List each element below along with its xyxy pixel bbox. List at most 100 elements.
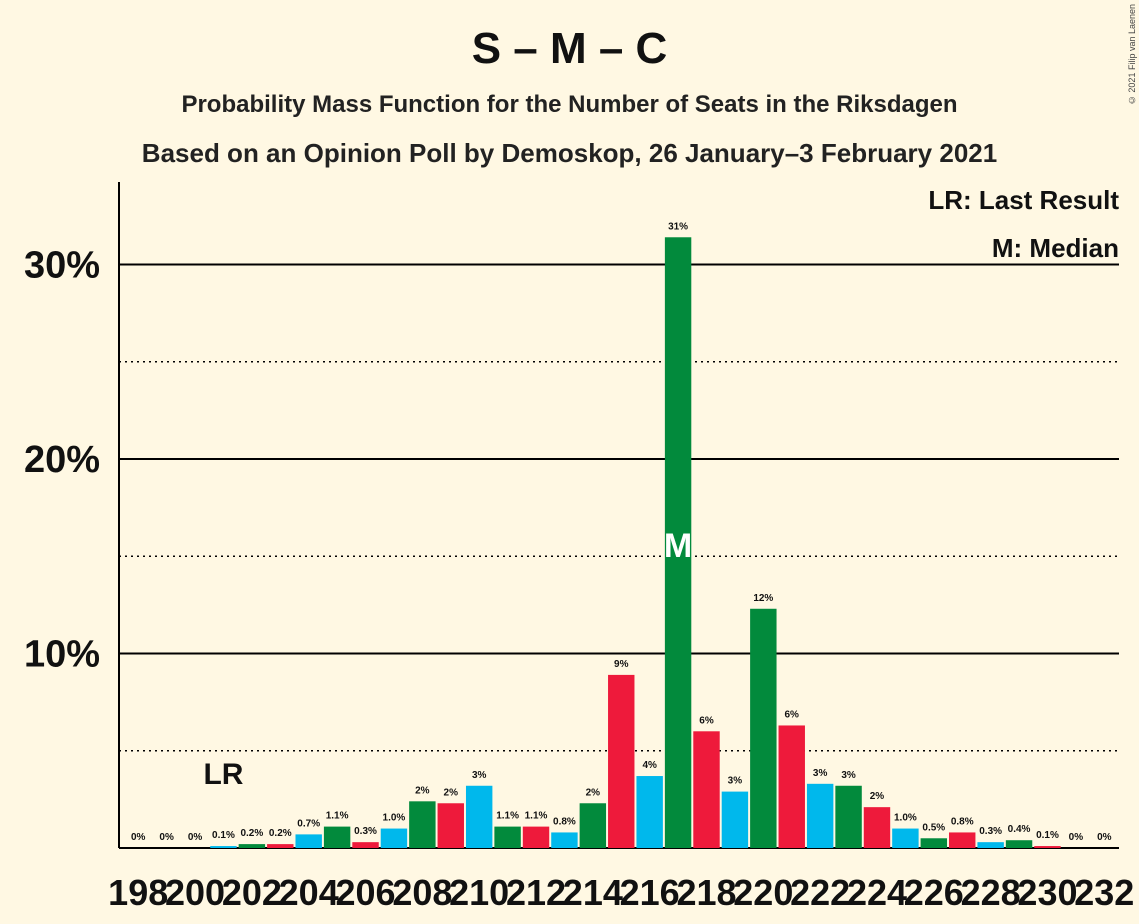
bar-seat-210: [465, 785, 493, 848]
last-result-marker: LR: [203, 758, 243, 791]
bar-value-label: 6%: [785, 709, 800, 720]
bar-value-label: 1.0%: [383, 813, 406, 824]
bar-value-label: 0.8%: [951, 816, 974, 827]
bar-value-label: 0.5%: [922, 822, 945, 833]
bar-value-labels: 0% 0% 0% 0.1% 0.2% 0.2% 0.7% 1.1% 0.3% 1.0% 2% 2% 3%…: [131, 221, 1112, 843]
bar-seat-221: [778, 725, 805, 848]
x-tick-label: 218: [676, 872, 736, 913]
bar-value-label: 2%: [415, 785, 430, 796]
bar-seat-213: [551, 832, 578, 848]
bar-seat-218: [693, 731, 720, 848]
bar-seat-222: [806, 783, 834, 848]
x-tick-label: 204: [279, 872, 339, 913]
bar-value-label: 12%: [753, 593, 773, 604]
bar-seat-212: [522, 826, 550, 848]
bar-value-label: 1.1%: [496, 811, 519, 822]
bar-seat-207: [380, 828, 408, 848]
x-tick-label: 226: [904, 872, 964, 913]
bar-value-label: 0.4%: [1008, 824, 1031, 835]
bar-value-label: 0.7%: [297, 818, 320, 829]
x-tick-label: 224: [847, 872, 907, 913]
bar-seat-226: [920, 838, 948, 848]
legend-last-result: LR: Last Result: [928, 185, 1119, 215]
bar-seat-211: [494, 826, 521, 848]
bar-value-label: 2%: [586, 787, 601, 798]
bar-value-label: 1.1%: [525, 811, 548, 822]
bar-value-label: 0%: [159, 832, 174, 843]
bar-value-label: 0%: [131, 832, 146, 843]
x-tick-label: 214: [563, 872, 623, 913]
x-tick-label: 206: [335, 872, 395, 913]
bar-seat-215: [608, 674, 635, 848]
y-tick-label: 20%: [24, 439, 100, 481]
x-tick-label: 210: [449, 872, 509, 913]
bar-value-label: 0.8%: [553, 816, 576, 827]
bar-seat-208: [409, 801, 436, 848]
bar-value-label: 0.2%: [240, 828, 263, 839]
bar-value-label: 0.3%: [354, 826, 377, 837]
x-axis-ticks: 1982002022042062082102122142162182202222…: [108, 872, 1134, 913]
bar-value-label: 1.0%: [894, 813, 917, 824]
bar-seat-223: [835, 785, 862, 848]
x-tick-label: 228: [961, 872, 1021, 913]
bar-value-label: 0.1%: [212, 830, 235, 841]
x-tick-label: 208: [392, 872, 452, 913]
bar-seat-209: [437, 803, 464, 848]
chart-annotations: LR M: [203, 527, 692, 791]
x-tick-label: 232: [1074, 872, 1134, 913]
bar-seat-219: [721, 791, 749, 848]
x-tick-label: 212: [506, 872, 566, 913]
x-tick-label: 230: [1017, 872, 1077, 913]
bar-value-label: 31%: [668, 221, 688, 232]
median-marker: M: [664, 527, 692, 565]
bar-seat-225: [892, 828, 919, 848]
chart-bars: [210, 237, 1061, 848]
bar-seat-229: [1005, 840, 1033, 848]
bar-seat-205: [323, 826, 351, 848]
bar-value-label: 6%: [699, 715, 714, 726]
bar-seat-206: [352, 842, 379, 848]
bar-seat-217: [664, 237, 692, 848]
bar-value-label: 2%: [870, 791, 885, 802]
bar-value-label: 3%: [728, 776, 743, 787]
legend-median: M: Median: [991, 233, 1119, 263]
bar-value-label: 3%: [813, 768, 828, 779]
bar-value-label: 0%: [188, 832, 203, 843]
bar-seat-203: [267, 844, 294, 848]
bar-seat-230: [1034, 846, 1061, 848]
chart-subtitle-poll: Based on an Opinion Poll by Demoskop, 26…: [141, 138, 998, 168]
bar-value-label: 9%: [614, 659, 629, 670]
bar-seat-216: [636, 776, 663, 848]
bar-value-label: 3%: [472, 770, 487, 781]
bar-value-label: 2%: [444, 787, 459, 798]
x-tick-label: 216: [620, 872, 680, 913]
x-tick-label: 220: [733, 872, 793, 913]
bar-seat-220: [750, 608, 777, 848]
copyright-note: © 2021 Filip van Laenen: [1127, 4, 1137, 106]
y-axis-ticks: 10% 20% 30%: [24, 245, 100, 676]
bar-value-label: 4%: [642, 760, 657, 771]
bar-value-label: 3%: [841, 770, 856, 781]
y-tick-label: 10%: [24, 634, 100, 676]
bar-seat-228: [977, 842, 1004, 848]
y-tick-label: 30%: [24, 245, 100, 287]
bar-seat-202: [238, 844, 266, 848]
bar-seat-227: [949, 832, 976, 848]
bar-value-label: 0.2%: [269, 828, 292, 839]
x-tick-label: 222: [790, 872, 850, 913]
chart-title: S – M – C: [471, 24, 668, 73]
bar-value-label: 0%: [1069, 832, 1084, 843]
bar-value-label: 1.1%: [326, 811, 349, 822]
x-tick-label: 202: [222, 872, 282, 913]
bar-seat-214: [579, 803, 607, 848]
bar-seat-201: [210, 846, 237, 848]
x-tick-label: 198: [108, 872, 168, 913]
bar-value-label: 0%: [1097, 832, 1112, 843]
chart-subtitle: Probability Mass Function for the Number…: [181, 91, 958, 118]
bar-value-label: 0.3%: [979, 826, 1002, 837]
x-tick-label: 200: [165, 872, 225, 913]
bar-seat-204: [295, 834, 322, 848]
bar-seat-224: [863, 807, 891, 848]
bar-value-label: 0.1%: [1036, 830, 1059, 841]
